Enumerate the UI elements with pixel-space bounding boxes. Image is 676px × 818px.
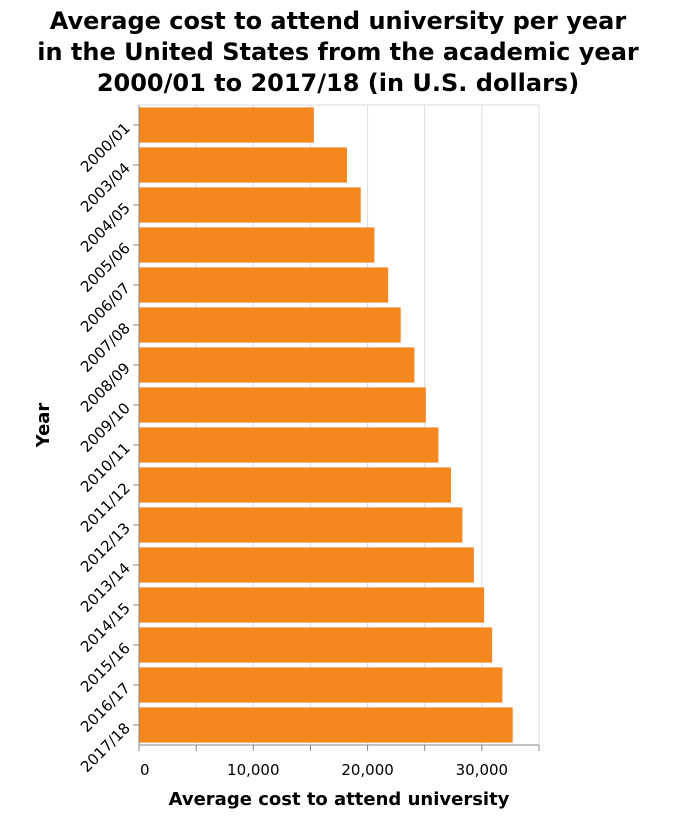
bar: [139, 467, 451, 503]
chart-title: Average cost to attend university per ye…: [0, 6, 676, 99]
bar: [139, 187, 361, 223]
bar: [139, 347, 415, 383]
bar: [139, 147, 347, 183]
x-axis-title: Average cost to attend university: [169, 789, 510, 810]
bar: [139, 267, 389, 303]
y-axis-title: Year: [33, 403, 54, 449]
bar: [139, 107, 314, 143]
chart-title-line-1: Average cost to attend university per ye…: [49, 7, 627, 35]
bar: [139, 507, 463, 543]
bar: [139, 307, 401, 343]
bar: [139, 707, 513, 743]
bar: [139, 627, 493, 663]
bars: [139, 107, 513, 743]
chart-title-line-2: in the United States from the academic y…: [37, 38, 639, 66]
bar: [139, 547, 474, 583]
x-tick-label: 0: [140, 761, 150, 779]
bar: [139, 387, 426, 423]
x-tick-label: 30,000: [456, 761, 509, 779]
bar: [139, 427, 439, 463]
x-tick-label: 10,000: [227, 761, 280, 779]
bar: [139, 587, 485, 623]
x-tick-label: 20,000: [341, 761, 394, 779]
chart-title-line-3: 2000/01 to 2017/18 (in U.S. dollars): [96, 69, 580, 97]
bar: [139, 667, 503, 703]
bar: [139, 227, 375, 263]
